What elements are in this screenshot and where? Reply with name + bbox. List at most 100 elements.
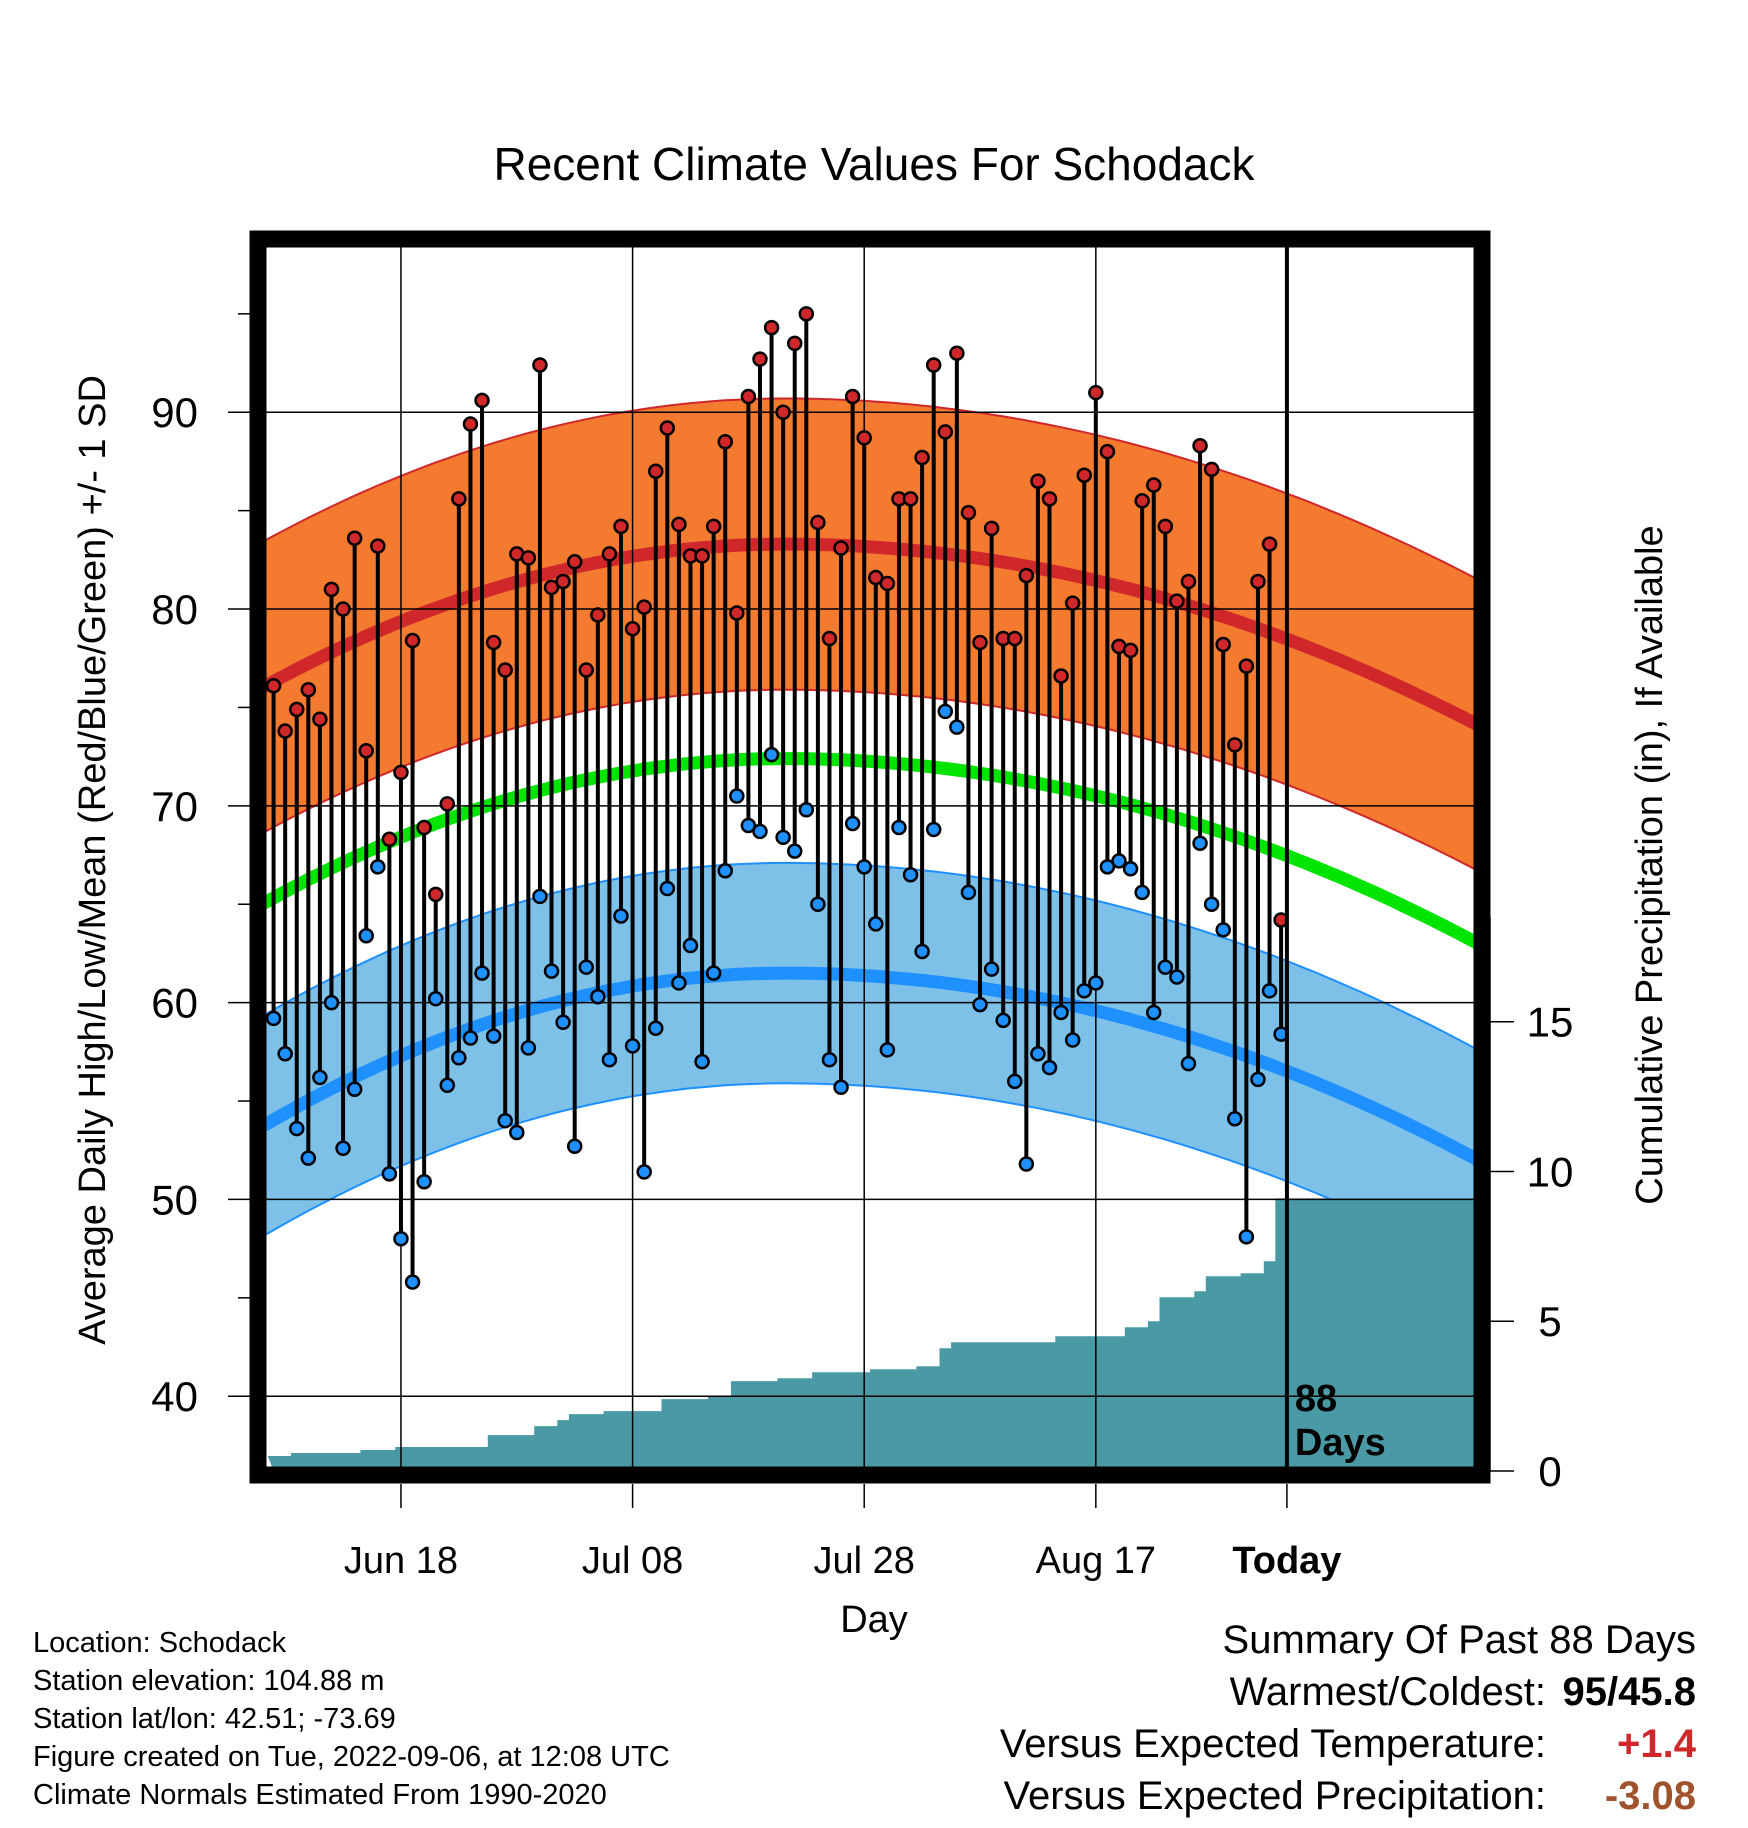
daily-low-point <box>925 821 942 838</box>
daily-low-point <box>995 1012 1011 1029</box>
daily-low-point <box>474 965 490 981</box>
high-sd-band <box>262 398 1478 871</box>
daily-low-point <box>416 1173 432 1190</box>
y-tick-label: 80 <box>151 586 198 633</box>
daily-high-point <box>671 516 687 533</box>
daily-high-point <box>543 579 560 596</box>
daily-high-point <box>914 449 930 466</box>
y2-tick-label: 5 <box>1538 1298 1561 1345</box>
summary-title: Summary Of Past 88 Days <box>1222 1618 1696 1662</box>
daily-low-point <box>323 994 340 1011</box>
precip-anomaly-row: Versus Expected Precipitation: -3.08 <box>1000 1774 1696 1826</box>
daily-low-point <box>1088 975 1104 991</box>
daily-high-point <box>1250 573 1266 590</box>
today-days-word: Days <box>1295 1422 1386 1464</box>
daily-low-point <box>393 1231 409 1247</box>
elevation-text: Station elevation: 104.88 m <box>33 1665 385 1697</box>
temp-anomaly-row: Versus Expected Temperature: +1.4 <box>1000 1722 1696 1774</box>
daily-low-point <box>949 719 965 735</box>
daily-high-point <box>937 424 954 440</box>
daily-high-point <box>648 463 664 480</box>
daily-low-point <box>1041 1059 1058 1076</box>
daily-low-point <box>786 843 803 859</box>
daily-low-point <box>578 959 595 975</box>
daily-high-point <box>729 605 745 621</box>
station-info: Location: Schodack Station elevation: 10… <box>33 1624 670 1814</box>
daily-high-point <box>972 634 988 651</box>
high-band-upper-edge <box>261 397 1479 581</box>
daily-low-point <box>288 1120 305 1137</box>
y-tick-label: 90 <box>151 389 198 436</box>
daily-low-point <box>613 908 629 924</box>
daily-low-point <box>1227 1110 1243 1127</box>
daily-low-point <box>1215 922 1231 938</box>
low-sd-band <box>262 862 1478 1271</box>
precip-anomaly-label: Versus Expected Precipitation: <box>1003 1774 1546 1818</box>
precip-anomaly-value: -3.08 <box>1604 1774 1696 1818</box>
daily-low-point <box>346 1081 363 1097</box>
daily-high-point <box>1227 737 1243 753</box>
daily-high-point <box>1099 443 1116 460</box>
daily-high-point <box>497 662 513 678</box>
coldest-value: 45.8 <box>1618 1670 1696 1714</box>
daily-high-point <box>844 388 861 405</box>
daily-high-point <box>925 357 942 373</box>
daily-low-point <box>543 963 560 979</box>
daily-high-point <box>1122 642 1139 659</box>
daily-high-point <box>277 723 293 739</box>
daily-low-point <box>705 965 722 981</box>
daily-low-point <box>902 866 919 883</box>
daily-low-point <box>358 927 374 944</box>
daily-high-point <box>462 416 479 432</box>
daily-high-point <box>346 530 363 546</box>
daily-low-point <box>810 896 826 912</box>
daily-low-point <box>752 823 768 840</box>
daily-high-point <box>358 742 374 759</box>
daily-low-point <box>648 1020 664 1036</box>
low-band-lower-edge <box>261 1082 1479 1272</box>
warm-cold-separator: / <box>1607 1670 1619 1714</box>
daily-high-point <box>705 518 722 535</box>
daily-high-point <box>636 599 652 615</box>
daily-points <box>265 306 1289 1290</box>
daily-high-point <box>265 678 282 694</box>
daily-high-point <box>288 701 305 718</box>
daily-high-point <box>1030 473 1046 489</box>
daily-high-point <box>763 319 780 336</box>
daily-low-point <box>671 975 687 991</box>
daily-low-point <box>1030 1046 1046 1062</box>
daily-high-point <box>323 581 340 598</box>
daily-high-point <box>1018 567 1035 584</box>
daily-high-point <box>1134 493 1150 509</box>
today-days-count: 88 <box>1295 1378 1337 1420</box>
x-tick-label: Jul 08 <box>582 1540 683 1582</box>
daily-low-point <box>775 829 791 846</box>
daily-low-point <box>1076 983 1092 999</box>
daily-low-point <box>509 1124 525 1141</box>
y-tick-label: 60 <box>151 980 198 1027</box>
daily-high-point <box>740 388 757 405</box>
warm-cold-label: Warmest/Coldest: <box>1229 1670 1546 1714</box>
daily-high-point <box>694 548 710 564</box>
daily-low-point <box>682 937 699 954</box>
daily-low-point <box>1018 1156 1035 1172</box>
daily-high-point <box>439 796 456 812</box>
daily-low-point <box>1180 1055 1197 1072</box>
daily-high-point <box>798 306 815 322</box>
daily-high-point <box>833 540 849 556</box>
daily-low-point <box>659 880 676 897</box>
daily-high-point <box>613 518 629 535</box>
axes: 40 50 60 70 80 90 0 5 10 15 Jun 18 Jul 08 Jul 28 Aug … <box>151 313 1573 1582</box>
daily-low-point <box>798 802 815 818</box>
daily-high-point <box>590 607 606 623</box>
daily-high-point <box>520 550 537 566</box>
daily-low-point <box>335 1140 351 1157</box>
daily-low-point <box>891 819 907 836</box>
daily-high-point <box>451 491 467 507</box>
daily-high-point <box>1076 467 1092 483</box>
normal-high-line <box>258 537 1481 731</box>
daily-low-point <box>1192 835 1208 851</box>
daily-low-point <box>1064 1032 1081 1048</box>
daily-high-point <box>427 886 444 903</box>
daily-low-point <box>1238 1229 1255 1245</box>
